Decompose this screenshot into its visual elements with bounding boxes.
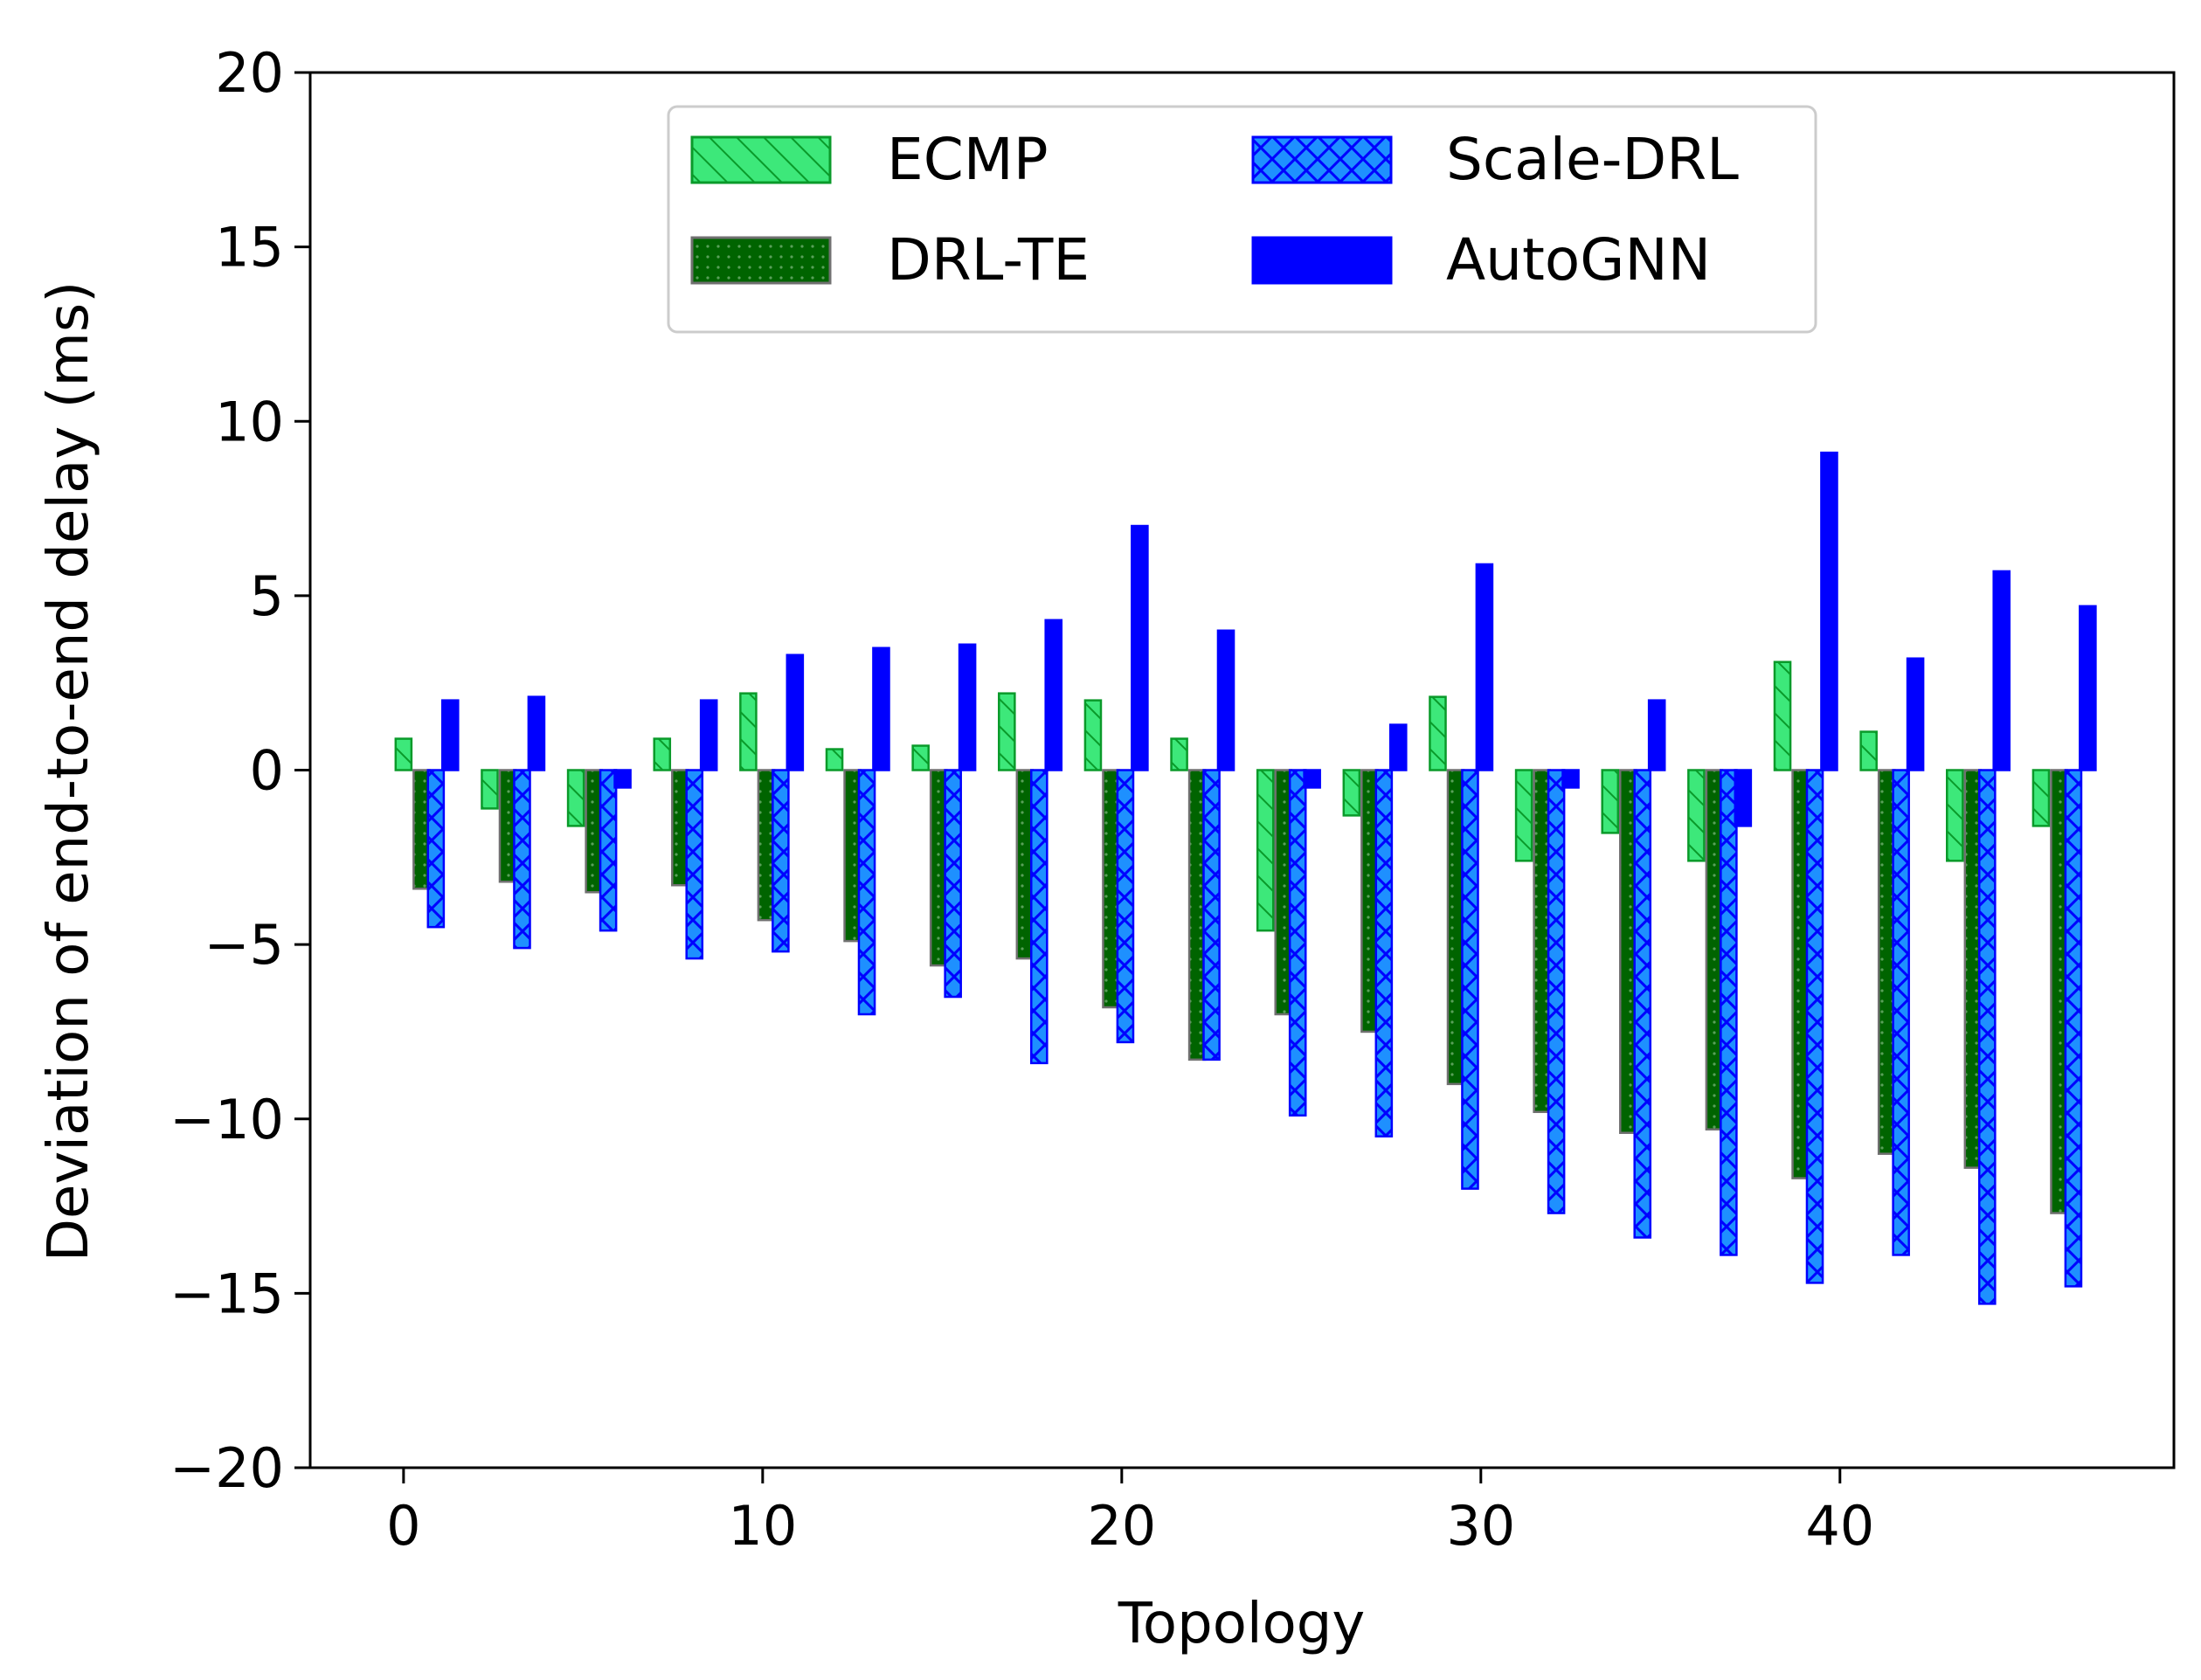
bar-scale-drl-12 bbox=[1461, 769, 1479, 1190]
bar-ecmp-15 bbox=[1687, 769, 1706, 862]
bar-ecmp-6 bbox=[911, 744, 930, 771]
bar-scale-drl-7 bbox=[1030, 769, 1049, 1065]
legend-label: Scale-DRL bbox=[1446, 126, 1739, 193]
x-tick-label: 0 bbox=[386, 1494, 420, 1558]
bar-autognn-16 bbox=[1820, 451, 1838, 771]
bar-scale-drl-3 bbox=[685, 769, 704, 960]
bar-ecmp-4 bbox=[739, 692, 758, 771]
bar-ecmp-11 bbox=[1342, 769, 1361, 817]
bar-ecmp-17 bbox=[1859, 730, 1878, 771]
y-axis: −20 −15 −10 −5 0 5 10 15 20 bbox=[170, 41, 310, 1500]
bar-scale-drl-17 bbox=[1892, 769, 1910, 1256]
legend-swatch bbox=[690, 135, 832, 184]
bar-ecmp-2 bbox=[566, 769, 585, 827]
legend-label: AutoGNN bbox=[1446, 226, 1711, 294]
bar-autognn-14 bbox=[1647, 699, 1666, 771]
bar-scale-drl-4 bbox=[772, 769, 790, 953]
bar-scale-drl-14 bbox=[1633, 769, 1652, 1239]
bar-ecmp-13 bbox=[1514, 769, 1533, 862]
bar-scale-drl-19 bbox=[2064, 769, 2083, 1288]
y-tick-label: 15 bbox=[215, 216, 284, 280]
bar-ecmp-7 bbox=[998, 692, 1016, 771]
bar-autognn-2 bbox=[613, 769, 632, 789]
bar-autognn-13 bbox=[1561, 769, 1580, 789]
legend-swatch bbox=[1251, 135, 1393, 184]
bar-autognn-11 bbox=[1388, 723, 1408, 771]
bar-autognn-12 bbox=[1475, 563, 1494, 771]
x-axis: 0 10 20 30 40 bbox=[386, 1468, 1874, 1558]
bar-ecmp-16 bbox=[1773, 660, 1792, 771]
bar-ecmp-1 bbox=[481, 769, 499, 810]
x-axis-label: Topology bbox=[1118, 1592, 1366, 1656]
bar-autognn-7 bbox=[1044, 619, 1063, 771]
legend-swatch bbox=[690, 236, 832, 285]
bar-autognn-15 bbox=[1734, 769, 1753, 827]
bar-scale-drl-2 bbox=[599, 769, 618, 932]
bar-autognn-19 bbox=[2079, 605, 2097, 771]
bar-scale-drl-5 bbox=[857, 769, 876, 1016]
legend-item-ecmp[interactable]: ECMP bbox=[690, 126, 1049, 193]
bar-autognn-8 bbox=[1131, 524, 1149, 771]
y-tick-label: 10 bbox=[215, 390, 284, 453]
bar-autognn-17 bbox=[1906, 657, 1925, 771]
bar-ecmp-18 bbox=[1946, 769, 1964, 862]
y-tick-label: −10 bbox=[170, 1088, 284, 1151]
y-tick-label: −20 bbox=[170, 1436, 284, 1500]
bar-scale-drl-16 bbox=[1805, 769, 1824, 1284]
legend-item-autognn[interactable]: AutoGNN bbox=[1251, 226, 1711, 294]
bar-ecmp-14 bbox=[1601, 769, 1620, 834]
x-tick-label: 40 bbox=[1805, 1494, 1874, 1558]
bar-scale-drl-11 bbox=[1374, 769, 1394, 1137]
bar-scale-drl-0 bbox=[426, 769, 446, 929]
bar-ecmp-0 bbox=[394, 737, 413, 771]
bar-ecmp-9 bbox=[1170, 737, 1188, 771]
legend-swatch bbox=[1251, 236, 1393, 285]
legend-item-drl-te[interactable]: DRL-TE bbox=[690, 226, 1090, 294]
legend-label: ECMP bbox=[887, 126, 1049, 193]
bar-scale-drl-8 bbox=[1116, 769, 1135, 1044]
bar-autognn-10 bbox=[1303, 769, 1321, 789]
bars-group bbox=[394, 451, 2097, 1305]
y-axis-label: Deviation of end-to-end delay (ms) bbox=[37, 281, 101, 1262]
legend-box bbox=[667, 105, 1817, 334]
x-tick-label: 10 bbox=[728, 1494, 797, 1558]
bar-scale-drl-15 bbox=[1720, 769, 1738, 1256]
bar-autognn-9 bbox=[1216, 629, 1235, 771]
bar-ecmp-12 bbox=[1429, 695, 1447, 771]
legend[interactable]: ECMP DRL-TE Scale-DRL AutoGNN bbox=[667, 105, 1817, 334]
bar-ecmp-8 bbox=[1083, 699, 1103, 771]
bar-autognn-4 bbox=[786, 653, 805, 771]
legend-item-scale-drl[interactable]: Scale-DRL bbox=[1251, 126, 1739, 193]
y-tick-label: 5 bbox=[250, 564, 284, 628]
bar-autognn-18 bbox=[1992, 570, 2011, 771]
x-tick-label: 20 bbox=[1087, 1494, 1156, 1558]
bar-scale-drl-18 bbox=[1977, 769, 1997, 1305]
bar-autognn-5 bbox=[872, 646, 890, 771]
bar-ecmp-19 bbox=[2031, 769, 2051, 827]
bar-autognn-6 bbox=[958, 643, 977, 771]
bar-scale-drl-6 bbox=[944, 769, 962, 999]
bar-ecmp-10 bbox=[1256, 769, 1275, 932]
bar-autognn-0 bbox=[440, 699, 460, 771]
y-tick-label: −5 bbox=[204, 913, 284, 977]
bar-scale-drl-13 bbox=[1547, 769, 1566, 1214]
x-tick-label: 30 bbox=[1446, 1494, 1515, 1558]
y-tick-label: 20 bbox=[215, 41, 284, 105]
bar-ecmp-3 bbox=[653, 737, 672, 771]
y-tick-label: 0 bbox=[250, 739, 284, 803]
bar-autognn-1 bbox=[527, 695, 546, 771]
bar-scale-drl-9 bbox=[1202, 769, 1221, 1061]
bar-scale-drl-1 bbox=[513, 769, 531, 950]
legend-label: DRL-TE bbox=[887, 226, 1090, 294]
bar-ecmp-5 bbox=[825, 748, 844, 771]
bar-scale-drl-10 bbox=[1288, 769, 1307, 1117]
y-tick-label: −15 bbox=[170, 1262, 284, 1325]
bar-autognn-3 bbox=[699, 699, 718, 771]
